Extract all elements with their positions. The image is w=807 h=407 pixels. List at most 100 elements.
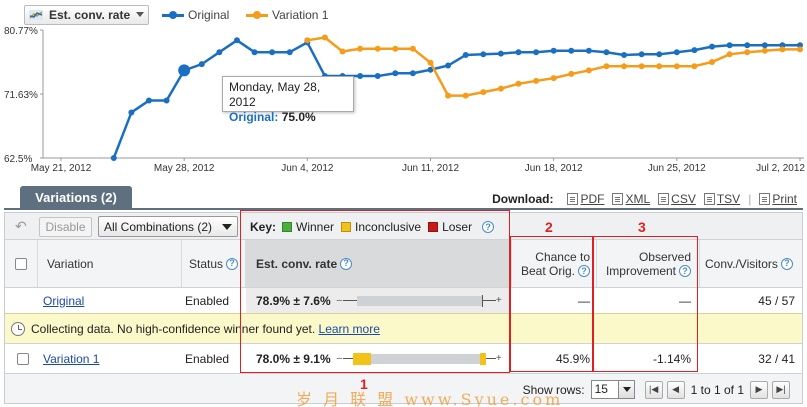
data-point-variation-1 [621, 63, 628, 70]
x-tick-label: Jun 4, 2012 [281, 163, 334, 174]
variation-link-variation-1[interactable]: Variation 1 [43, 351, 100, 366]
disable-button[interactable]: Disable [39, 217, 92, 237]
data-point-variation-1 [568, 70, 575, 77]
ci-value: ± 7.6% [293, 293, 331, 308]
data-point-variation-1 [427, 59, 434, 66]
inconclusive-swatch [341, 222, 352, 232]
row-checkbox[interactable] [17, 352, 29, 365]
data-point-original [779, 42, 786, 49]
download-tsv-label: TSV [716, 192, 741, 206]
download-xml-label: XML [625, 192, 651, 206]
data-point-original [198, 61, 205, 68]
header-variation[interactable]: Variation [47, 256, 94, 271]
undo-icon[interactable]: ↶ [15, 218, 27, 234]
data-point-original [621, 52, 628, 59]
data-point-original [585, 47, 592, 54]
next-page-button[interactable]: ▶ [750, 380, 768, 399]
inconclusive-marker [479, 352, 486, 365]
header-est-conv-rate[interactable]: Est. conv. rate [256, 256, 338, 271]
data-point-original [673, 49, 680, 56]
data-point-variation-1 [321, 34, 328, 41]
tab-variations[interactable]: Variations (2) [20, 186, 132, 209]
combinations-select[interactable]: All Combinations (2) [98, 216, 238, 237]
chance-value: — [578, 293, 590, 308]
data-point-original [462, 52, 469, 59]
select-all-checkbox[interactable] [15, 257, 27, 270]
data-point-original [178, 64, 191, 77]
tab-variations-label: Variations (2) [35, 190, 117, 205]
data-point-variation-1 [445, 92, 452, 99]
legend-variation-1: Variation 1 [246, 8, 328, 22]
disable-button-label: Disable [45, 220, 86, 234]
ci-value: ± 9.1% [293, 351, 331, 366]
header-conv-visitors[interactable]: Conv./Visitors [705, 256, 778, 271]
download-pdf-label: PDF [580, 192, 605, 206]
first-page-button[interactable]: |◀ [644, 380, 663, 399]
metric-select[interactable]: Est. conv. rate [24, 5, 149, 25]
chance-value: 45.9% [555, 351, 590, 366]
help-icon[interactable]: ? [226, 257, 239, 270]
confidence-marker [481, 294, 483, 307]
help-icon[interactable]: ? [780, 257, 793, 270]
download-tsv-link[interactable]: TSV [703, 192, 741, 206]
last-page-button[interactable]: ▶| [772, 380, 790, 399]
page-range: 1 to 1 of 1 [690, 382, 744, 397]
annotation-label-1: 1 [360, 376, 368, 392]
tooltip-series: Original [229, 110, 275, 124]
combinations-select-value: All Combinations (2) [104, 219, 213, 234]
pdf-file-icon [567, 193, 579, 205]
learn-more-link[interactable]: Learn more [318, 321, 380, 336]
download-xml-link[interactable]: XML [612, 192, 650, 206]
data-point-original [550, 47, 557, 54]
data-point-original [427, 66, 434, 73]
table-row: Original Enabled 78.9% ± 7.6% – + — — 45… [5, 287, 802, 313]
download-pdf-link[interactable]: PDF [567, 192, 604, 206]
rate-value: 78.9% [256, 293, 291, 308]
data-point-original [709, 43, 716, 50]
x-tick-label: Jun 11, 2012 [402, 163, 460, 174]
key-inconclusive-label: Inconclusive [355, 220, 422, 234]
table-row: Variation 1 Enabled 78.0% ± 9.1% – + 45.… [5, 343, 802, 373]
legend-line-icon [246, 10, 268, 20]
download-csv-label: CSV [671, 192, 696, 206]
annotation-label-3: 3 [638, 219, 646, 235]
help-icon[interactable]: ? [482, 221, 495, 233]
data-point-original [656, 51, 663, 58]
confidence-bar: – + [336, 294, 502, 307]
header-chance-line1: Chance to [535, 249, 590, 264]
data-point-variation-1 [480, 89, 487, 96]
help-icon[interactable]: ? [340, 257, 353, 270]
help-icon[interactable]: ? [679, 265, 691, 278]
variation-link-original[interactable]: Original [43, 293, 85, 308]
y-tick-label: 71.63% [4, 90, 38, 101]
data-point-original [797, 42, 803, 49]
watermark: 岁 月 联 盟 www.Syue.com [296, 390, 564, 407]
data-point-original [480, 51, 487, 58]
x-tick-label: Jul 2, 2012 [756, 163, 805, 174]
annotation-label-2: 2 [545, 219, 553, 235]
help-icon[interactable]: ? [578, 265, 590, 278]
key-label: Key: [250, 220, 277, 234]
data-point-original [568, 47, 575, 54]
legend-original-label: Original [188, 8, 230, 22]
data-point-variation-1 [462, 92, 469, 99]
chart-tooltip: Monday, May 28, 2012 Original: 75.0% [222, 76, 354, 124]
tab-divider [4, 208, 803, 210]
data-point-original [691, 47, 698, 54]
y-tick-label: 62.5% [4, 154, 32, 165]
key-winner-label: Winner [296, 220, 335, 234]
x-tick-label: Jun 25, 2012 [648, 163, 706, 174]
header-status[interactable]: Status [189, 256, 224, 271]
data-point-variation-1 [409, 45, 416, 52]
status-key: Key: Winner Inconclusive Loser ? [250, 220, 495, 234]
legend-variation-1-label: Variation 1 [272, 8, 329, 22]
conversion-rate-chart: 80.77% 71.63% 62.5%May 21, 2012 May 28, 201… [4, 26, 805, 174]
y-tick-label: 80.77% [4, 26, 38, 37]
key-loser: Loser [428, 220, 472, 234]
prev-page-button[interactable]: ◀ [666, 380, 685, 399]
rows-per-page-select[interactable]: 15 [590, 380, 635, 399]
annotation-box-3 [593, 236, 698, 372]
print-link[interactable]: Print [759, 192, 797, 206]
metric-select-label: Est. conv. rate [49, 8, 131, 22]
download-csv-link[interactable]: CSV [658, 192, 696, 206]
